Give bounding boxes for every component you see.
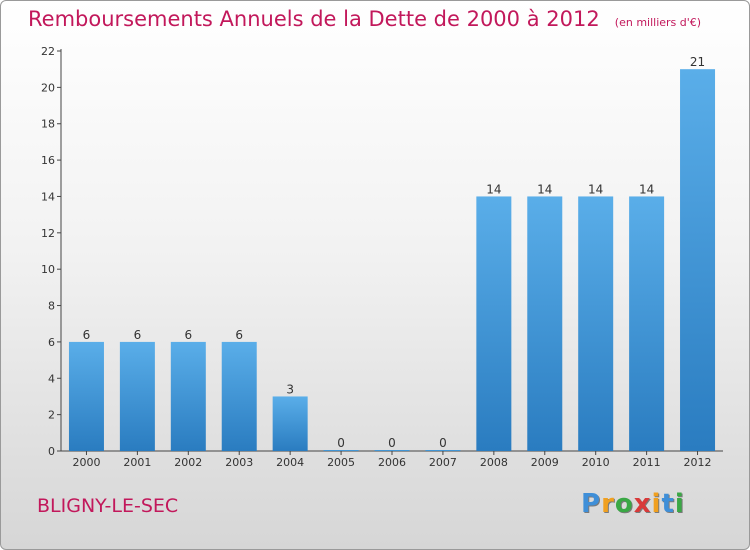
y-tick-label: 2 [48,409,55,422]
y-tick-label: 12 [41,227,55,240]
bar-2003 [221,341,257,451]
x-tick-label-2002: 2002 [174,456,202,469]
x-tick-label-2001: 2001 [123,456,151,469]
bar-2009 [527,196,563,451]
x-tick-label-2010: 2010 [582,456,610,469]
bar-2010 [578,196,614,451]
bar-2000 [68,341,104,451]
bar-2007 [425,450,461,451]
value-label-2004: 3 [286,382,294,396]
y-tick-label: 10 [41,263,55,276]
bar-2006 [374,450,410,451]
logo-letter: P [581,489,602,519]
commune-name: BLIGNY-LE-SEC [37,495,179,517]
bar-2011 [629,196,665,451]
value-label-2009: 14 [537,182,552,196]
value-label-2011: 14 [639,182,654,196]
bar-2004 [272,396,308,451]
title-row: Remboursements Annuels de la Dette de 20… [28,7,701,31]
value-label-2010: 14 [588,182,603,196]
logo-letter: t [661,489,675,519]
value-label-2012: 21 [690,55,705,69]
logo-letter: o [614,489,634,519]
value-label-2006: 0 [388,436,396,450]
x-tick-label-2006: 2006 [378,456,406,469]
x-tick-label-2003: 2003 [225,456,253,469]
x-tick-label-2008: 2008 [480,456,508,469]
value-label-2002: 6 [184,328,192,342]
y-tick-label: 6 [48,336,55,349]
y-tick-label: 18 [41,118,55,131]
logo-letter: i [651,489,662,519]
value-label-2005: 0 [337,436,345,450]
bar-2005 [323,450,359,451]
bar-2008 [476,196,512,451]
x-tick-label-2005: 2005 [327,456,355,469]
y-tick-label: 4 [48,372,55,385]
y-tick-label: 20 [41,81,55,94]
proxiti-logo: Proxiti [581,489,685,519]
bars-group [68,69,716,451]
chart-subtitle: (en milliers d'€) [614,16,702,29]
bar-2001 [119,341,155,451]
x-tick-label-2011: 2011 [633,456,661,469]
value-label-2000: 6 [83,328,91,342]
x-tick-label-2000: 2000 [72,456,100,469]
value-label-2003: 6 [235,328,243,342]
y-tick-label: 0 [48,445,55,458]
logo-letter: x [633,489,652,519]
x-tick-label-2004: 2004 [276,456,304,469]
y-tick-label: 14 [41,190,55,203]
x-tick-label-2009: 2009 [531,456,559,469]
bar-2012 [680,69,716,451]
logo-letter: i [674,489,685,519]
value-label-2008: 14 [486,182,501,196]
y-tick-label: 16 [41,154,55,167]
y-tick-label: 22 [41,45,55,58]
chart-title: Remboursements Annuels de la Dette de 20… [28,7,600,31]
labels-group: 2000 6 2001 6 2002 6 2003 6 2004 3 2005 0 2006 0 2007 0… [72,55,711,469]
value-label-2007: 0 [439,436,447,450]
bar-2002 [170,341,206,451]
logo-letter: r [601,489,615,519]
y-tick-label: 8 [48,300,55,313]
x-tick-label-2007: 2007 [429,456,457,469]
x-tick-label-2012: 2012 [684,456,712,469]
value-label-2001: 6 [134,328,142,342]
